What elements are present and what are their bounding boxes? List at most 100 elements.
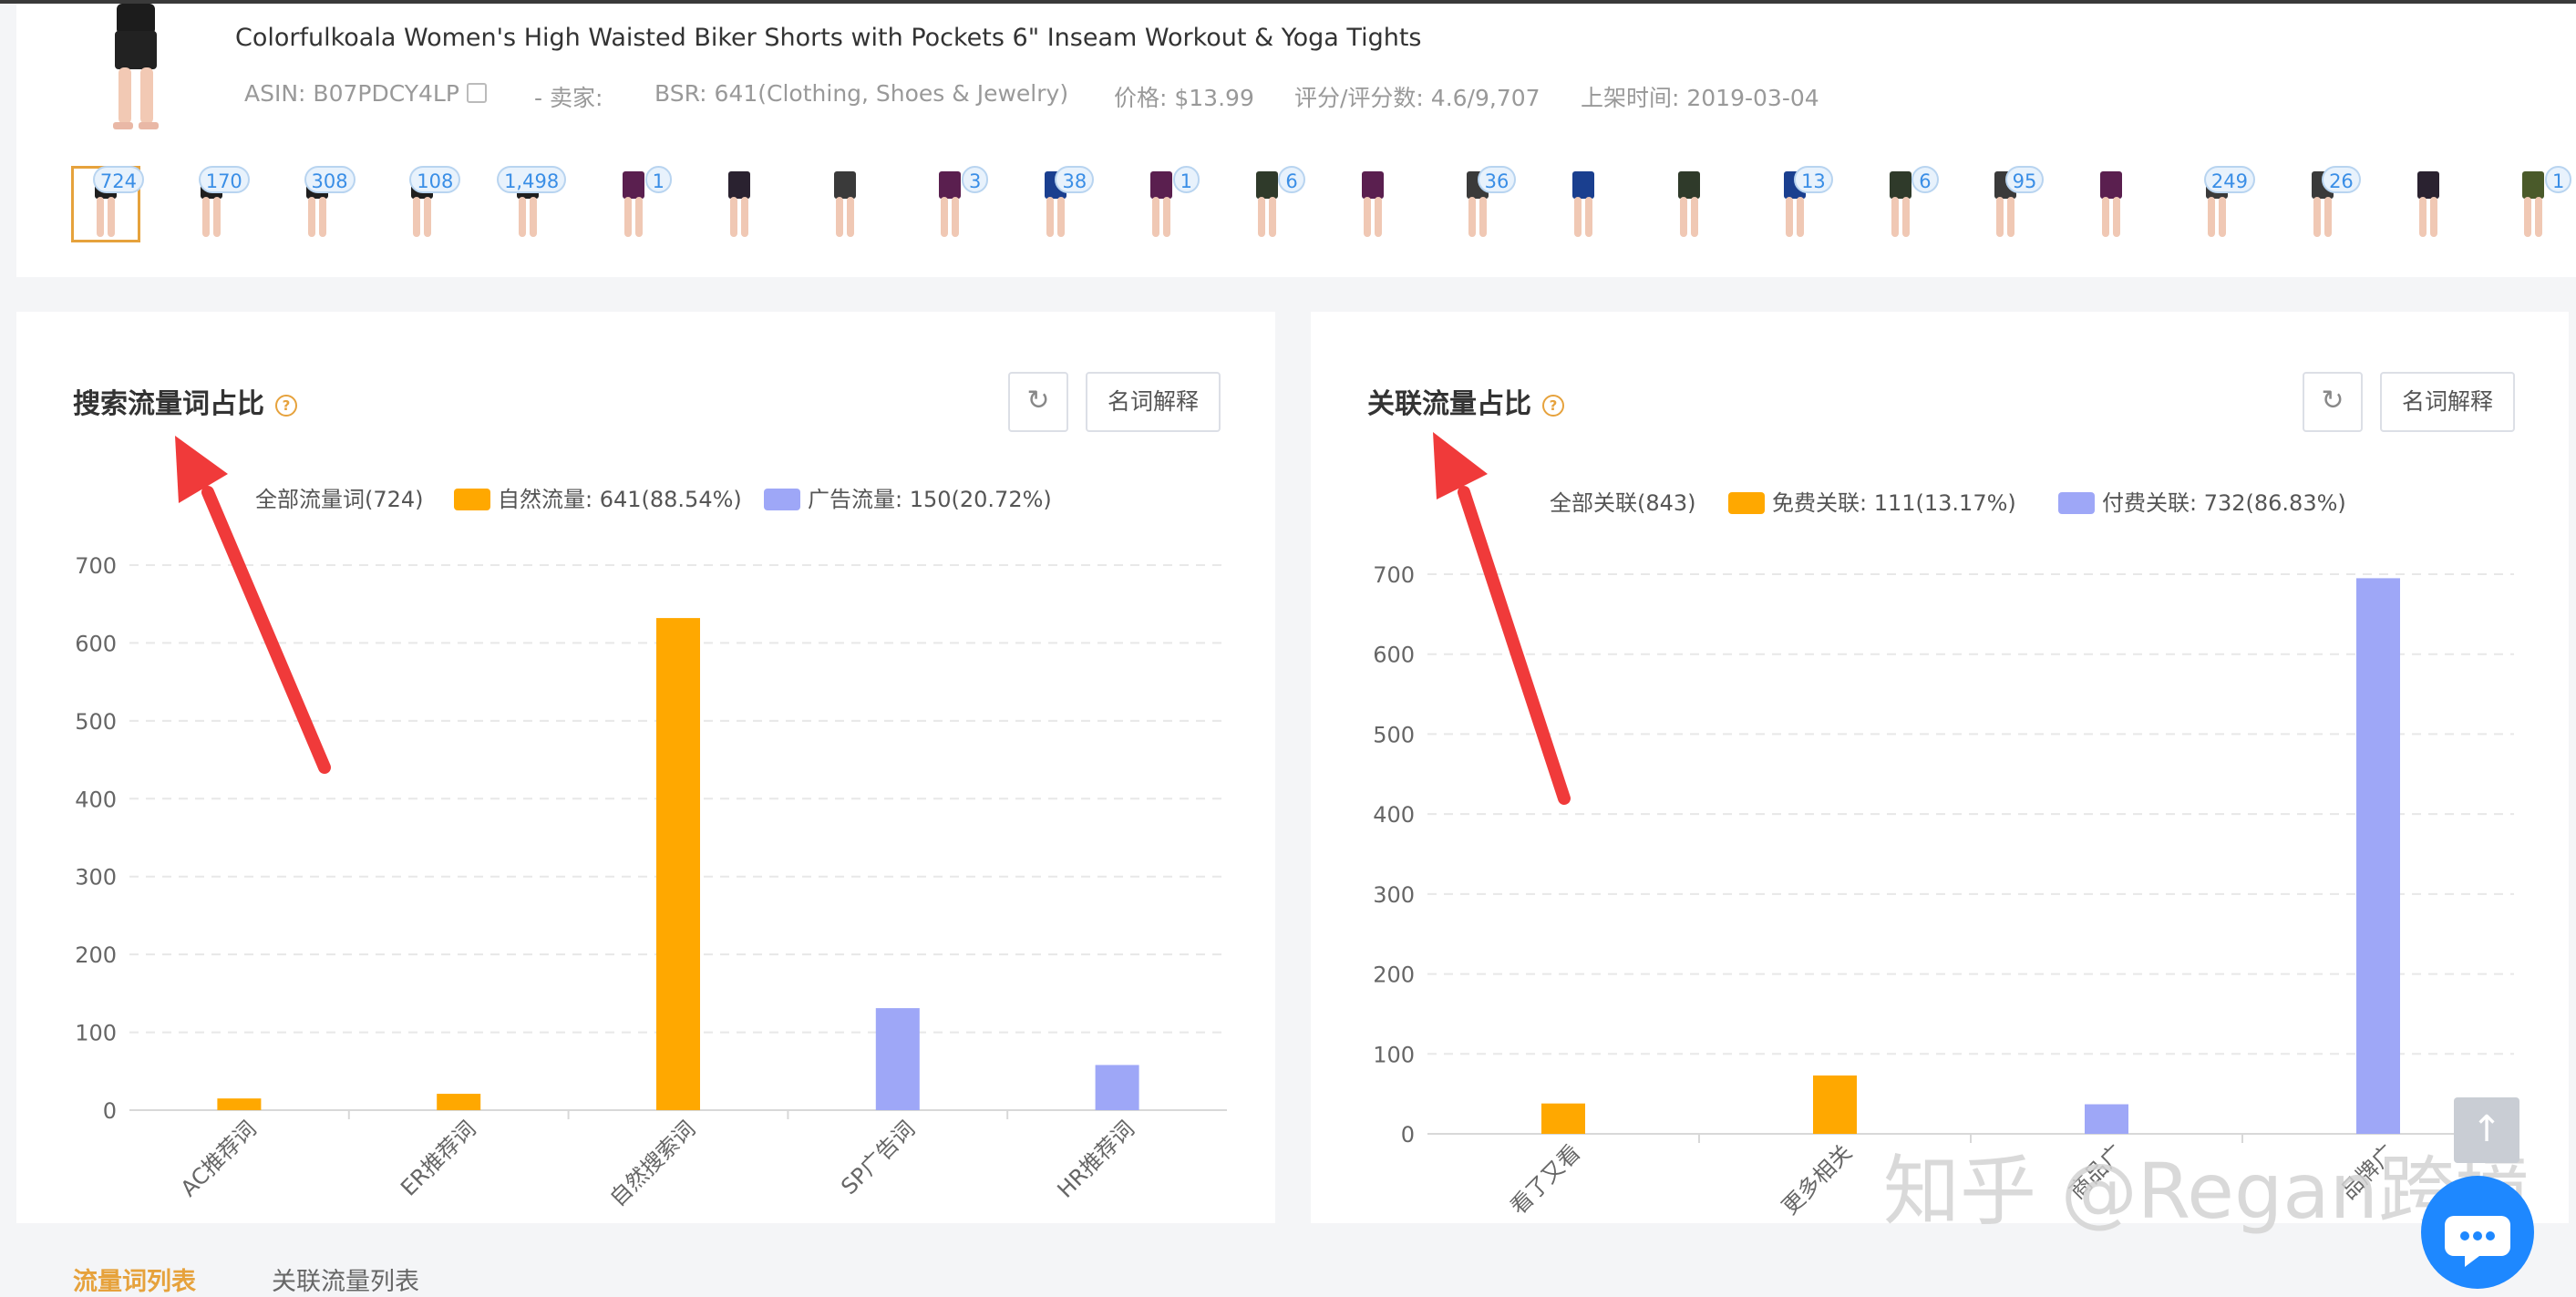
variant-thumbnail[interactable]: 1 <box>2499 166 2572 242</box>
glossary-button[interactable]: 名词解释 <box>2380 372 2515 432</box>
chart-bar <box>1813 1075 1857 1134</box>
variant-count-badge: 108 <box>409 166 461 193</box>
tab-label: 关联流量列表 <box>272 1268 419 1296</box>
panel-title: 关联流量占比? <box>1367 381 1564 421</box>
variant-count-badge: 6 <box>1278 166 1305 193</box>
chat-button[interactable] <box>2421 1176 2534 1289</box>
tab-traffic-keywords[interactable]: 流量词列表 <box>73 1261 196 1297</box>
y-tick-label: 100 <box>75 1021 117 1046</box>
glossary-button[interactable]: 名词解释 <box>1086 372 1221 432</box>
x-tick-label: ER推荐词 <box>396 1116 480 1200</box>
y-tick-label: 300 <box>1373 882 1415 908</box>
tab-label: 流量词列表 <box>73 1268 196 1296</box>
x-tick-label: SP广告词 <box>836 1116 920 1199</box>
variant-thumbnail[interactable] <box>1338 166 1407 242</box>
shorts-thumbnail-image <box>623 171 644 237</box>
product-image[interactable] <box>89 4 180 133</box>
variant-thumbnail[interactable]: 38 <box>1021 166 1095 242</box>
chart-bar <box>437 1094 481 1110</box>
chart-bar <box>2085 1104 2128 1134</box>
chart-bar <box>1095 1065 1139 1110</box>
y-tick-label: 200 <box>1373 962 1415 988</box>
y-tick-label: 400 <box>1373 802 1415 828</box>
variant-thumbnail[interactable]: 26 <box>2288 166 2361 242</box>
legend-swatch-orange <box>1728 492 1765 514</box>
x-tick-label: AC推荐词 <box>176 1116 262 1201</box>
y-tick-label: 600 <box>1373 643 1415 668</box>
variant-thumbnail[interactable] <box>810 166 880 242</box>
refresh-button[interactable]: ↻ <box>1008 372 1068 432</box>
variant-count-badge: 36 <box>1477 166 1517 193</box>
variant-count-badge: 724 <box>92 166 144 193</box>
y-tick-label: 300 <box>75 865 117 890</box>
y-tick-label: 500 <box>75 709 117 735</box>
variant-thumbnail[interactable]: 3 <box>915 166 989 242</box>
y-tick-label: 600 <box>75 631 117 656</box>
help-icon[interactable]: ? <box>275 395 297 417</box>
variant-count-badge: 1 <box>1172 166 1200 193</box>
legend-swatch-orange <box>454 489 490 510</box>
bsr-label: BSR: 641(Clothing, Shoes & Jewelry) <box>654 80 1069 107</box>
variant-thumbnail[interactable] <box>1654 166 1724 242</box>
variant-thumbnail[interactable]: 95 <box>1971 166 2045 242</box>
variant-thumbnail[interactable]: 308 <box>283 166 355 242</box>
legend-all[interactable]: 全部关联(843) <box>1550 490 1696 516</box>
legend-organic[interactable]: 自然流量: 641(88.54%) <box>454 481 742 513</box>
shorts-thumbnail-image <box>833 171 856 237</box>
legend-paid[interactable]: 付费关联: 732(86.83%) <box>2058 485 2346 517</box>
variant-thumbnail[interactable] <box>2076 166 2146 242</box>
rating-label: 评分/评分数: 4.6/9,707 <box>1294 85 1540 111</box>
x-tick-label: 更多相关 <box>1777 1139 1858 1220</box>
variant-thumbnail[interactable]: 724 <box>71 166 144 242</box>
variant-thumbnail[interactable] <box>1549 166 1618 242</box>
chat-bubble-icon <box>2445 1216 2510 1267</box>
shorts-thumbnail-image <box>939 171 962 237</box>
variant-thumbnail[interactable]: 36 <box>1443 166 1517 242</box>
variant-thumbnail[interactable]: 13 <box>1760 166 1833 242</box>
chart-bar <box>1541 1103 1585 1134</box>
legend-free-text: 免费关联: 111(13.17%) <box>1772 490 2016 516</box>
legend-ads-text: 广告流量: 150(20.72%) <box>808 487 1052 512</box>
legend-organic-text: 自然流量: 641(88.54%) <box>498 487 742 512</box>
variant-count-badge: 26 <box>2322 166 2361 193</box>
search-traffic-bar-chart: 0 100 200 300 400 500 600 700 AC推荐词 ER推荐词 自然搜索词 SP广… <box>75 553 1227 1211</box>
legend-free[interactable]: 免费关联: 111(13.17%) <box>1728 485 2016 517</box>
help-icon[interactable]: ? <box>1542 395 1564 417</box>
legend-ads[interactable]: 广告流量: 150(20.72%) <box>764 481 1052 513</box>
product-title[interactable]: Colorfulkoala Women's High Waisted Biker… <box>235 24 1422 52</box>
variant-count-badge: 95 <box>2004 166 2045 193</box>
x-tick-label: 自然搜索词 <box>605 1116 701 1211</box>
variant-thumbnail[interactable]: 249 <box>2182 166 2255 242</box>
legend-swatch-purple <box>764 489 800 510</box>
shorts-thumbnail-image <box>1678 171 1700 237</box>
variant-thumbnail[interactable]: 170 <box>177 166 250 242</box>
y-tick-label: 100 <box>1373 1042 1415 1067</box>
external-link-icon[interactable] <box>466 83 487 103</box>
shorts-thumbnail-image <box>2416 171 2439 237</box>
variant-thumbnail[interactable]: 1 <box>599 166 672 242</box>
variant-thumbnail[interactable] <box>705 166 774 242</box>
variant-thumbnail[interactable]: 6 <box>1232 166 1305 242</box>
variant-thumbnail[interactable]: 1,498 <box>493 166 567 242</box>
top-border <box>0 0 2576 4</box>
refresh-button[interactable]: ↻ <box>2303 372 2363 432</box>
legend-paid-text: 付费关联: 732(86.83%) <box>2102 490 2346 516</box>
variant-thumbnail[interactable]: 6 <box>1866 166 1939 242</box>
chart-bar <box>656 618 700 1110</box>
tab-related-traffic[interactable]: 关联流量列表 <box>272 1261 419 1297</box>
variant-thumbnail[interactable]: 108 <box>387 166 461 242</box>
y-tick-label: 500 <box>1373 722 1415 747</box>
panel-title-text: 搜索流量词占比 <box>73 388 264 420</box>
y-tick-label: 0 <box>103 1098 117 1124</box>
variant-thumbnail[interactable]: 1 <box>1127 166 1200 242</box>
asin-value[interactable]: ASIN: B07PDCY4LP <box>244 80 459 107</box>
shorts-thumbnail-image <box>1572 171 1595 237</box>
variant-count-badge: 1 <box>644 166 672 193</box>
variant-count-badge: 3 <box>962 166 989 193</box>
variant-count-badge: 249 <box>2203 166 2255 193</box>
variant-thumbnail[interactable] <box>2394 166 2463 242</box>
back-to-top-button[interactable]: ↑ <box>2454 1097 2519 1163</box>
chart-bar <box>217 1098 262 1110</box>
seller-label: - 卖家: <box>534 85 603 111</box>
arrow-up-icon: ↑ <box>2471 1108 2502 1150</box>
